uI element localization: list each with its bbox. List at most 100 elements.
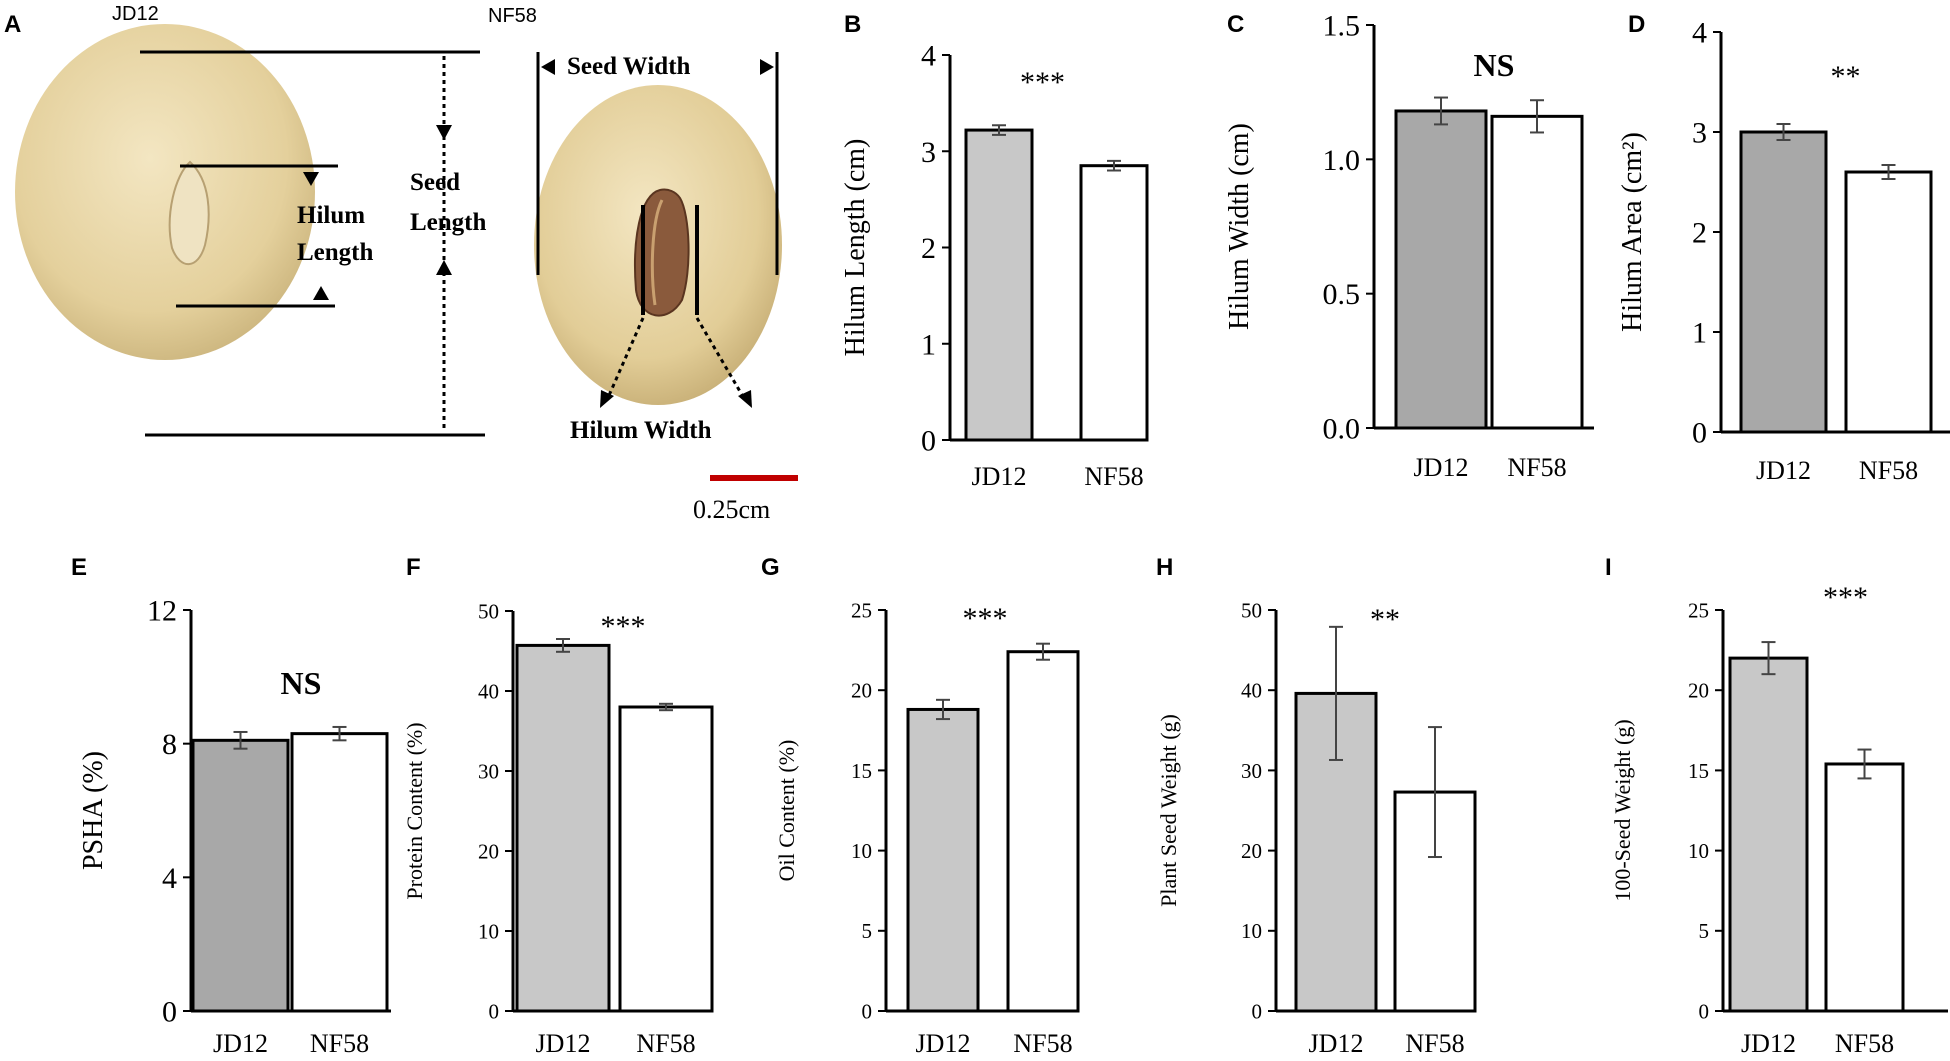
- category-label-h-nf58: NF58: [1405, 1029, 1464, 1058]
- bar-f-nf58: [618, 705, 714, 1013]
- tick-label-i-2: 10: [1688, 839, 1709, 863]
- bar-i-jd12: [1728, 656, 1809, 1013]
- tick-label-b-2: 2: [921, 232, 936, 265]
- tick-label-e-3: 12: [147, 595, 177, 628]
- jd12-seed-label: JD12: [112, 3, 159, 25]
- panel-letter-g: G: [761, 554, 780, 581]
- tick-label-h-5: 50: [1241, 598, 1262, 622]
- hilum-length-label-1: Hilum: [297, 202, 365, 229]
- tick-label-c-3: 1.5: [1323, 10, 1361, 43]
- tick-label-d-0: 0: [1692, 417, 1707, 450]
- tick-label-g-5: 25: [851, 598, 872, 622]
- hilum-width-arrow-right-icon: [738, 390, 752, 408]
- tick-label-g-2: 10: [851, 839, 872, 863]
- hilum-width-label: Hilum Width: [570, 417, 712, 444]
- tick-label-i-4: 20: [1688, 679, 1709, 703]
- significance-label-g: ***: [963, 602, 1008, 635]
- chart-f: F JD12 NF58 0 10 20 30 40 50 Protein Content (%) *…: [402, 554, 714, 1058]
- hilum-width-arrow-left-icon: [600, 390, 614, 408]
- hilum-length-arrow-down-icon: [303, 172, 319, 186]
- tick-label-i-5: 25: [1688, 598, 1709, 622]
- chart-g: G JD12 NF58 0 5 10 15 20 25 Oil Content (%) ***: [761, 554, 1080, 1058]
- tick-label-f-3: 30: [478, 759, 499, 783]
- y-axis-label-b: Hilum Length (cm): [840, 139, 871, 357]
- significance-label-c: NS: [1474, 47, 1515, 83]
- hilum-width-dotted-left: [605, 317, 645, 401]
- significance-label-b: ***: [1020, 66, 1065, 99]
- chart-i: I JD12 NF58 0 5 10 15 20 25 100-Seed Weight (g) **…: [1605, 554, 1948, 1058]
- y-axis-label-c: Hilum Width (cm): [1224, 123, 1255, 330]
- tick-label-f-1: 10: [478, 919, 499, 943]
- bar-d-nf58: [1844, 170, 1933, 434]
- tick-label-e-2: 8: [162, 728, 177, 761]
- seed-length-arrow-down-icon: [436, 125, 452, 140]
- y-axis-label-e: PSHA (%): [78, 751, 109, 870]
- tick-label-c-1: 0.5: [1323, 278, 1361, 311]
- seed-width-arrow-right-icon: [760, 59, 774, 75]
- nf58-hilum: [634, 188, 690, 317]
- nf58-seed-label: NF58: [488, 5, 537, 27]
- chart-c: C JD12 NF58 0.0 0.5 1.0 1.5 Hilum Width (cm) NS: [1224, 10, 1594, 482]
- bar-b-jd12: [964, 128, 1034, 442]
- tick-label-g-4: 20: [851, 679, 872, 703]
- tick-label-h-2: 20: [1241, 839, 1262, 863]
- tick-label-e-1: 4: [162, 862, 177, 895]
- seed-length-label-2: Length: [410, 209, 487, 236]
- panel-a: A JD12 NF58 Seed Length Hilum Length See…: [4, 3, 798, 524]
- y-axis-label-g: Oil Content (%): [774, 740, 799, 882]
- category-label-c-jd12: JD12: [1414, 453, 1469, 482]
- jd12-hilum: [168, 160, 210, 266]
- seed-width-label: Seed Width: [567, 53, 691, 80]
- hilum-length-label-2: Length: [297, 239, 374, 266]
- bar-g-jd12: [906, 707, 980, 1013]
- tick-label-b-0: 0: [921, 425, 936, 458]
- category-label-i-nf58: NF58: [1835, 1029, 1894, 1058]
- significance-label-h: **: [1370, 603, 1400, 636]
- chart-h: H JD12 NF58 0 10 20 30 40 50 Plant Seed Weight (g…: [1156, 554, 1477, 1058]
- panel-letter-f: F: [406, 554, 421, 581]
- tick-label-h-3: 30: [1241, 759, 1262, 783]
- bar-b-nf58: [1079, 164, 1149, 442]
- tick-label-h-0: 0: [1252, 999, 1263, 1023]
- y-axis-label-h: Plant Seed Weight (g): [1156, 714, 1181, 907]
- tick-label-d-3: 3: [1692, 117, 1707, 150]
- tick-label-e-0: 0: [162, 996, 177, 1029]
- category-label-h-jd12: JD12: [1309, 1029, 1364, 1058]
- category-label-i-jd12: JD12: [1741, 1029, 1796, 1058]
- bar-e-jd12: [191, 738, 290, 1013]
- y-axis-label-d: Hilum Area (cm²): [1617, 132, 1648, 332]
- significance-label-f: ***: [601, 610, 646, 643]
- panel-letter-e: E: [71, 554, 87, 581]
- tick-label-f-5: 50: [478, 599, 499, 623]
- category-label-e-jd12: JD12: [213, 1029, 268, 1058]
- category-label-e-nf58: NF58: [310, 1029, 369, 1058]
- panel-letter-d: D: [1628, 11, 1645, 38]
- tick-label-c-0: 0.0: [1323, 413, 1361, 446]
- bar-g-nf58: [1006, 650, 1080, 1013]
- seed-length-arrow-up-icon: [436, 260, 452, 275]
- tick-label-g-3: 15: [851, 759, 872, 783]
- tick-label-i-1: 5: [1699, 919, 1710, 943]
- chart-b: B JD12 NF58 0 1 2 3 4 Hilum Length (cm) ***: [840, 11, 1149, 491]
- bar-f-jd12: [515, 643, 611, 1013]
- tick-label-d-1: 1: [1692, 317, 1707, 350]
- bar-c-jd12: [1394, 109, 1488, 430]
- tick-label-h-4: 40: [1241, 679, 1262, 703]
- significance-label-i: ***: [1823, 581, 1868, 614]
- category-label-f-nf58: NF58: [636, 1029, 695, 1058]
- hilum-length-arrow-up-icon: [313, 286, 329, 300]
- category-label-d-nf58: NF58: [1859, 456, 1918, 485]
- category-label-f-jd12: JD12: [536, 1029, 591, 1058]
- tick-label-d-4: 4: [1692, 17, 1707, 50]
- category-label-g-jd12: JD12: [916, 1029, 971, 1058]
- y-axis-label-i: 100-Seed Weight (g): [1610, 719, 1635, 901]
- tick-label-g-1: 5: [862, 919, 873, 943]
- category-label-d-jd12: JD12: [1756, 456, 1811, 485]
- chart-e: E JD12 NF58 0 4 8 12 PSHA (%) NS: [71, 554, 391, 1058]
- nf58-hilum-highlight: [650, 199, 664, 306]
- category-label-g-nf58: NF58: [1013, 1029, 1072, 1058]
- bar-e-nf58: [290, 732, 389, 1013]
- panel-letter-c: C: [1227, 11, 1244, 38]
- category-label-b-nf58: NF58: [1084, 462, 1143, 491]
